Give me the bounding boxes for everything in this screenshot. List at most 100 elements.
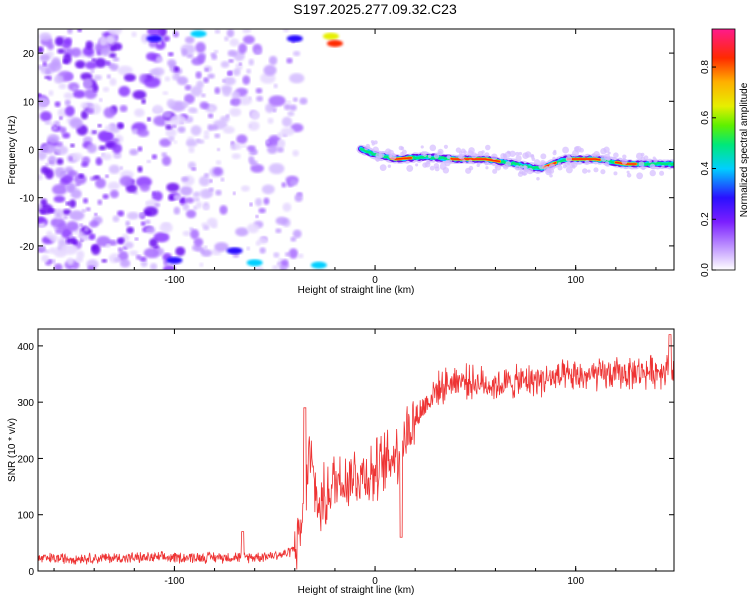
noise-blob [280,127,295,137]
noise-blob [283,103,292,111]
ridge-halo [552,151,557,156]
noise-blob [223,76,236,86]
noise-blob [108,164,120,175]
noise-blob [220,177,225,182]
noise-blob [226,71,233,76]
edge-hotspot [286,35,303,43]
noise-blob [58,116,63,120]
noise-blob [199,101,209,110]
ridge-halo [557,165,563,171]
noise-blob [228,59,234,63]
noise-blob [162,91,169,96]
noise-blob [272,265,279,270]
noise-blob [170,114,187,126]
noise-blob [38,221,46,228]
spectrogram-ytick-label: 10 [23,97,35,108]
noise-blob [172,123,177,129]
ridge-halo [582,168,588,174]
snr-ytick-label: 200 [17,454,34,465]
colorbar-gradient [711,28,736,271]
noise-blob [285,252,291,257]
noise-blob [267,145,278,154]
noise-blob [80,72,93,81]
noise-blob [162,35,171,42]
noise-blob [258,207,266,214]
ridge-halo [622,154,627,159]
noise-blob [53,263,63,270]
noise-blob [103,107,116,119]
noise-blob [109,189,119,199]
edge-hotspot [310,261,327,269]
noise-blob [278,139,286,147]
noise-blob [49,233,58,243]
ridge-halo [565,166,573,174]
noise-blob [193,197,200,202]
ridge-halo [518,151,523,156]
ridge-halo [562,146,570,154]
noise-blob [238,43,248,54]
snr-xtick-label: -100 [164,576,184,587]
noise-blob [237,95,252,106]
ridge-halo [379,164,387,172]
ridge-halo [503,153,507,158]
noise-blob [277,132,283,138]
noise-blob [131,31,137,38]
noise-blob [177,126,186,133]
noise-blob [256,95,264,102]
noise-blob [119,105,128,113]
noise-blob [149,238,158,248]
noise-blob [143,206,159,217]
noise-blob [125,220,131,227]
noise-blob [230,97,241,107]
noise-blob [263,64,277,76]
edge-hotspot [166,256,183,264]
noise-blob [102,86,110,93]
ridge-halo [515,155,522,162]
noise-blob [44,120,51,125]
ridge-halo [492,163,496,167]
noise-blob [255,197,263,207]
noise-blob [105,243,111,249]
ridge-halo [371,142,375,146]
noise-blob [50,217,66,228]
noise-blob [184,93,195,104]
noise-blob [213,167,223,176]
noise-blob [47,155,57,166]
noise-blob [77,29,83,33]
noise-blob [67,29,73,34]
ridge-halo [613,152,619,158]
edge-hotspot [326,39,343,47]
noise-blob [179,198,185,203]
noise-blob [112,42,123,51]
noise-blob [210,52,217,57]
noise-blob [80,236,87,241]
ridge-halo [443,144,448,149]
noise-blob [255,214,259,219]
noise-blob [180,186,193,196]
noise-blob [98,130,114,142]
ridge-halo [636,172,644,180]
colorbar-tick-label: 0.8 [700,60,711,74]
noise-blob [69,210,85,221]
spectrogram-ytick-label: 0 [28,146,34,157]
noise-blob [100,47,111,57]
noise-blob [145,52,157,61]
ridge-halo [424,161,431,168]
noise-blob [247,223,260,234]
noise-blob [47,42,55,50]
edge-hotspot [226,247,243,255]
noise-blob [139,212,145,218]
noise-blob [74,60,86,69]
noise-blob [175,246,186,257]
noise-blob [290,236,297,242]
noise-blob [231,153,241,160]
noise-blob [126,211,139,220]
noise-blob [49,61,62,72]
snr-ylabel: SNR (10 * v/v) [7,418,18,482]
snr-ytick-label: 300 [17,398,34,409]
noise-blob [227,49,237,57]
noise-blob [38,96,50,107]
edge-hotspot [190,30,207,38]
noise-blob [95,178,106,189]
